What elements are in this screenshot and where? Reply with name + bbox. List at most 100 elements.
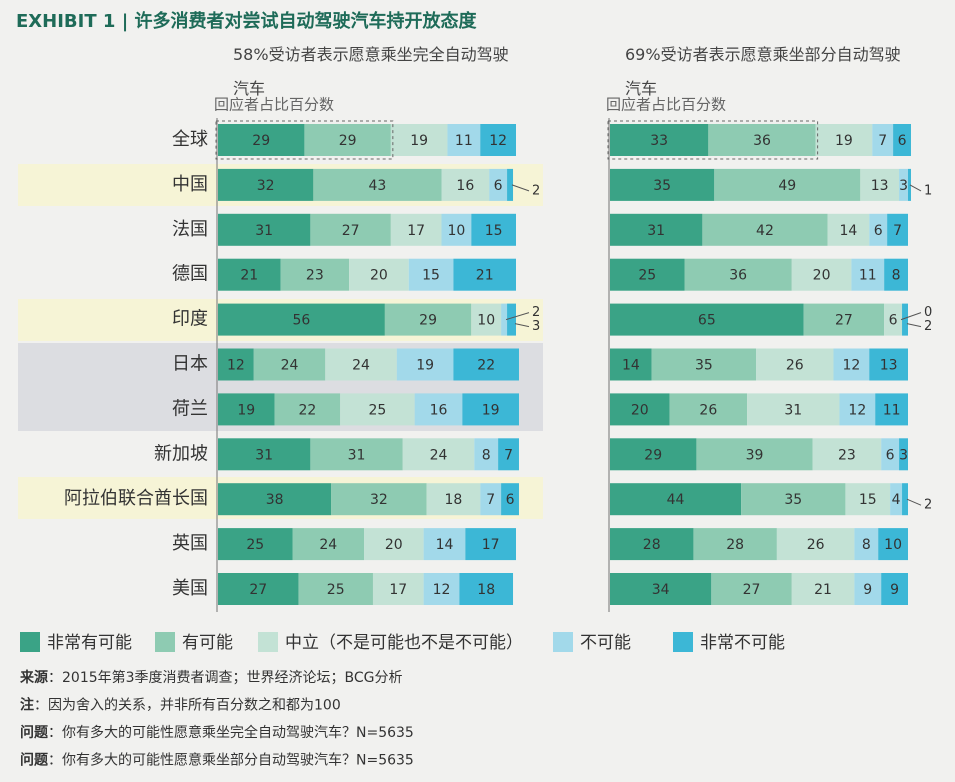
bar-segment (408, 258, 454, 291)
value-label: 3 (899, 178, 908, 194)
bar-segment (893, 124, 911, 156)
bar-segment (218, 483, 332, 516)
category-label: 全球 (172, 129, 208, 150)
bar-segment (610, 393, 670, 426)
bar-segment (426, 483, 481, 516)
bar-segment (890, 483, 903, 516)
value-label: 32 (370, 492, 388, 508)
footnote-label: 问题 (20, 752, 49, 769)
category-label: 印度 (172, 309, 208, 330)
bar-segment (669, 393, 748, 426)
value-label: 15 (485, 223, 503, 239)
bar-segment (845, 483, 891, 516)
legend-label: 中立（不是可能也不是不可能） (285, 633, 523, 653)
leader-line (900, 312, 922, 321)
value-label: 0 (924, 305, 932, 320)
bar-segment (402, 438, 475, 471)
value-label: 25 (327, 582, 345, 598)
bar-segment (507, 303, 516, 336)
bar-segment (827, 213, 870, 246)
bar-segment (310, 213, 391, 246)
value-label: 10 (447, 223, 465, 239)
axis-label: 回应者占比百分数 (606, 96, 726, 114)
bar-segment (465, 528, 516, 561)
value-label: 24 (352, 358, 370, 374)
value-label: 19 (410, 133, 428, 149)
value-label: 17 (482, 537, 500, 553)
value-label: 18 (477, 582, 495, 598)
bar-segment (812, 438, 882, 471)
value-label: 8 (892, 268, 901, 284)
bar-segment (218, 124, 305, 156)
category-label: 美国 (172, 578, 208, 599)
subtitle: 58%受访者表示愿意乘坐完全自动驾驶汽车 (233, 45, 509, 98)
bar-segment (218, 213, 311, 246)
value-label: 34 (652, 582, 670, 598)
bar-segment (854, 573, 882, 605)
bar-segment (372, 573, 424, 605)
value-label: 15 (859, 492, 877, 508)
bar-segment (453, 348, 519, 381)
bar-segment (610, 483, 742, 516)
bar-segment (480, 483, 502, 516)
bar-segment (447, 124, 481, 156)
value-label: 9 (863, 582, 872, 598)
value-label: 12 (842, 358, 860, 374)
value-label: 11 (455, 133, 473, 149)
bar-segment (310, 438, 403, 471)
bar-segment (610, 303, 804, 336)
bar-segment (218, 573, 299, 605)
bar-segment (851, 258, 885, 291)
bar-segment (218, 303, 385, 336)
bar-segment (274, 393, 341, 426)
value-label: 25 (246, 537, 264, 553)
bar-segment (501, 303, 508, 336)
category-label: 阿拉伯联合酋长国 (64, 488, 208, 509)
footnote-text: ：因为舍入的关系，并非所有百分数之和都为100 (34, 698, 341, 714)
bar-segment (696, 438, 813, 471)
value-label: 65 (698, 313, 716, 329)
value-label: 19 (835, 133, 853, 149)
bar-segment (218, 258, 281, 291)
value-label: 32 (257, 178, 275, 194)
value-label: 19 (416, 358, 434, 374)
value-label: 6 (506, 492, 515, 508)
legend-label: 非常不可能 (700, 633, 785, 653)
value-label: 6 (898, 133, 907, 149)
leader-line (906, 323, 922, 328)
leader-line (909, 184, 922, 192)
bar-segment (854, 528, 879, 561)
bar-segment (218, 528, 293, 561)
bar-segment (756, 348, 834, 381)
value-label: 13 (880, 358, 898, 374)
legend-swatch (553, 632, 573, 652)
axis-label: 回应者占比百分数 (214, 96, 334, 114)
bar-segment (651, 348, 757, 381)
value-label: 44 (667, 492, 685, 508)
bar-segment (498, 438, 519, 471)
value-label: 3 (899, 447, 908, 463)
value-label: 12 (433, 582, 451, 598)
value-label: 31 (255, 447, 273, 463)
bar-segment (881, 438, 900, 471)
value-label: 14 (436, 537, 454, 553)
value-label: 31 (255, 223, 273, 239)
value-label: 36 (729, 268, 747, 284)
bar-segment (884, 258, 908, 291)
value-label: 24 (319, 537, 337, 553)
value-label: 16 (456, 178, 474, 194)
bar-segment (610, 348, 652, 381)
category-label: 日本 (172, 354, 208, 375)
value-label: 31 (647, 223, 665, 239)
value-label: 23 (306, 268, 324, 284)
value-label: 21 (240, 268, 258, 284)
value-label: 2 (532, 305, 540, 320)
value-label: 20 (385, 537, 403, 553)
bar-segment (869, 213, 888, 246)
value-label: 43 (369, 178, 387, 194)
bar-segment (396, 348, 454, 381)
bar-segment (776, 528, 855, 561)
bar-segment (414, 393, 463, 426)
value-label: 12 (489, 133, 507, 149)
value-label: 9 (890, 582, 899, 598)
